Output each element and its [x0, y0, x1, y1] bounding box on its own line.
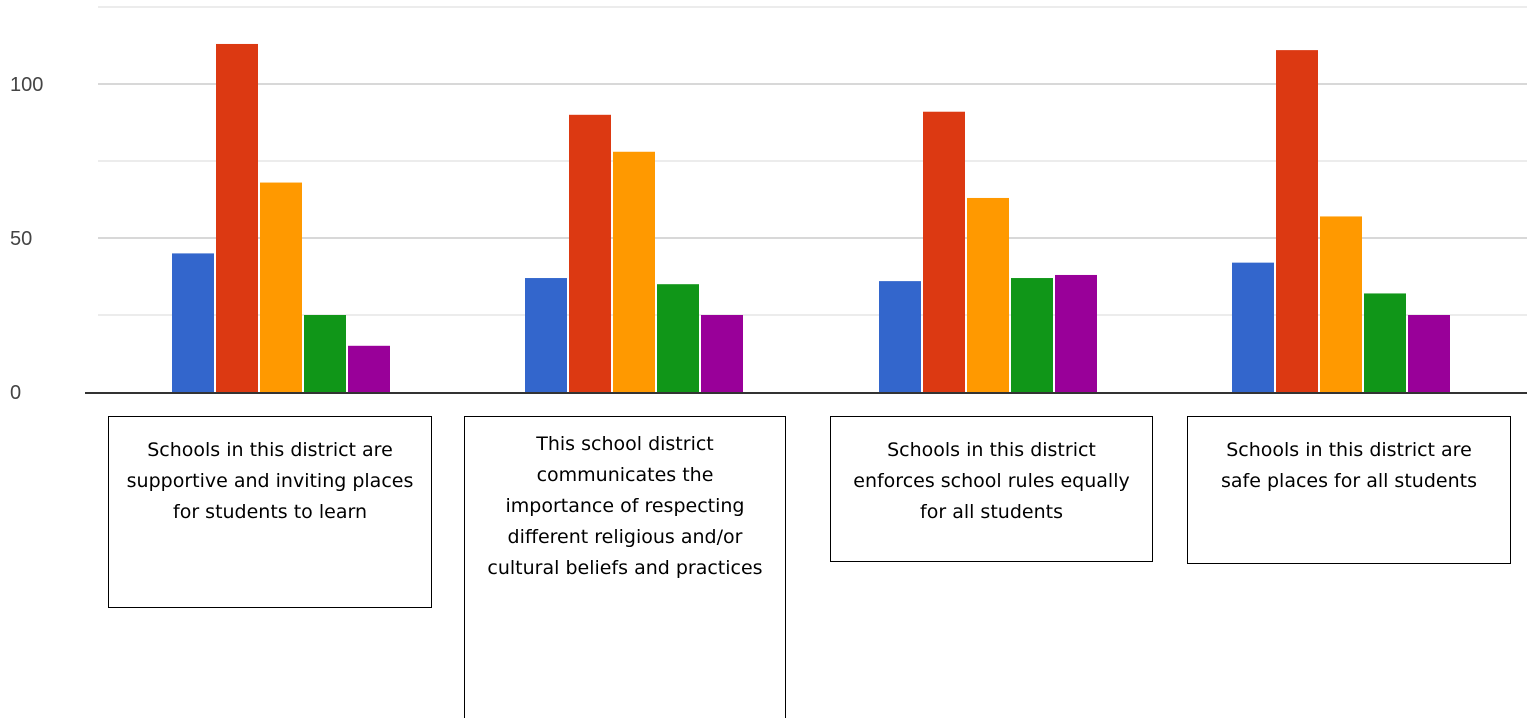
category-label-rules-equal: Schools in this district enforces school…: [830, 416, 1153, 562]
bar-4-series-1: [1232, 262, 1274, 392]
bar-1-series-5: [348, 345, 390, 392]
bar-3-series-2: [923, 111, 965, 392]
bar-2-series-4: [657, 284, 699, 392]
bar-1-series-4: [304, 315, 346, 392]
bar-2-series-2: [569, 114, 611, 393]
bar-2-series-3: [613, 151, 655, 392]
bar-4-series-3: [1320, 216, 1362, 392]
y-tick-label: 0: [10, 382, 21, 404]
bar-4-series-4: [1364, 293, 1406, 392]
bar-1-series-3: [260, 182, 302, 392]
bar-4-series-2: [1276, 50, 1318, 393]
bar-3-series-1: [879, 281, 921, 392]
bar-3-series-3: [967, 197, 1009, 392]
y-tick-label: 50: [10, 228, 32, 250]
bar-2-series-1: [525, 278, 567, 392]
bar-4-series-5: [1408, 315, 1450, 392]
bar-3-series-5: [1055, 274, 1097, 392]
bar-2-series-5: [701, 315, 743, 392]
bar-1-series-2: [216, 43, 258, 393]
bar-3-series-4: [1011, 278, 1053, 392]
category-label-supportive: Schools in this district are supportive …: [108, 416, 432, 608]
category-label-safe-places: Schools in this district are safe places…: [1187, 416, 1511, 564]
y-tick-label: 100: [10, 74, 43, 96]
category-label-respect-beliefs: This school district communicates the im…: [464, 416, 786, 718]
bar-1-series-1: [172, 253, 214, 392]
